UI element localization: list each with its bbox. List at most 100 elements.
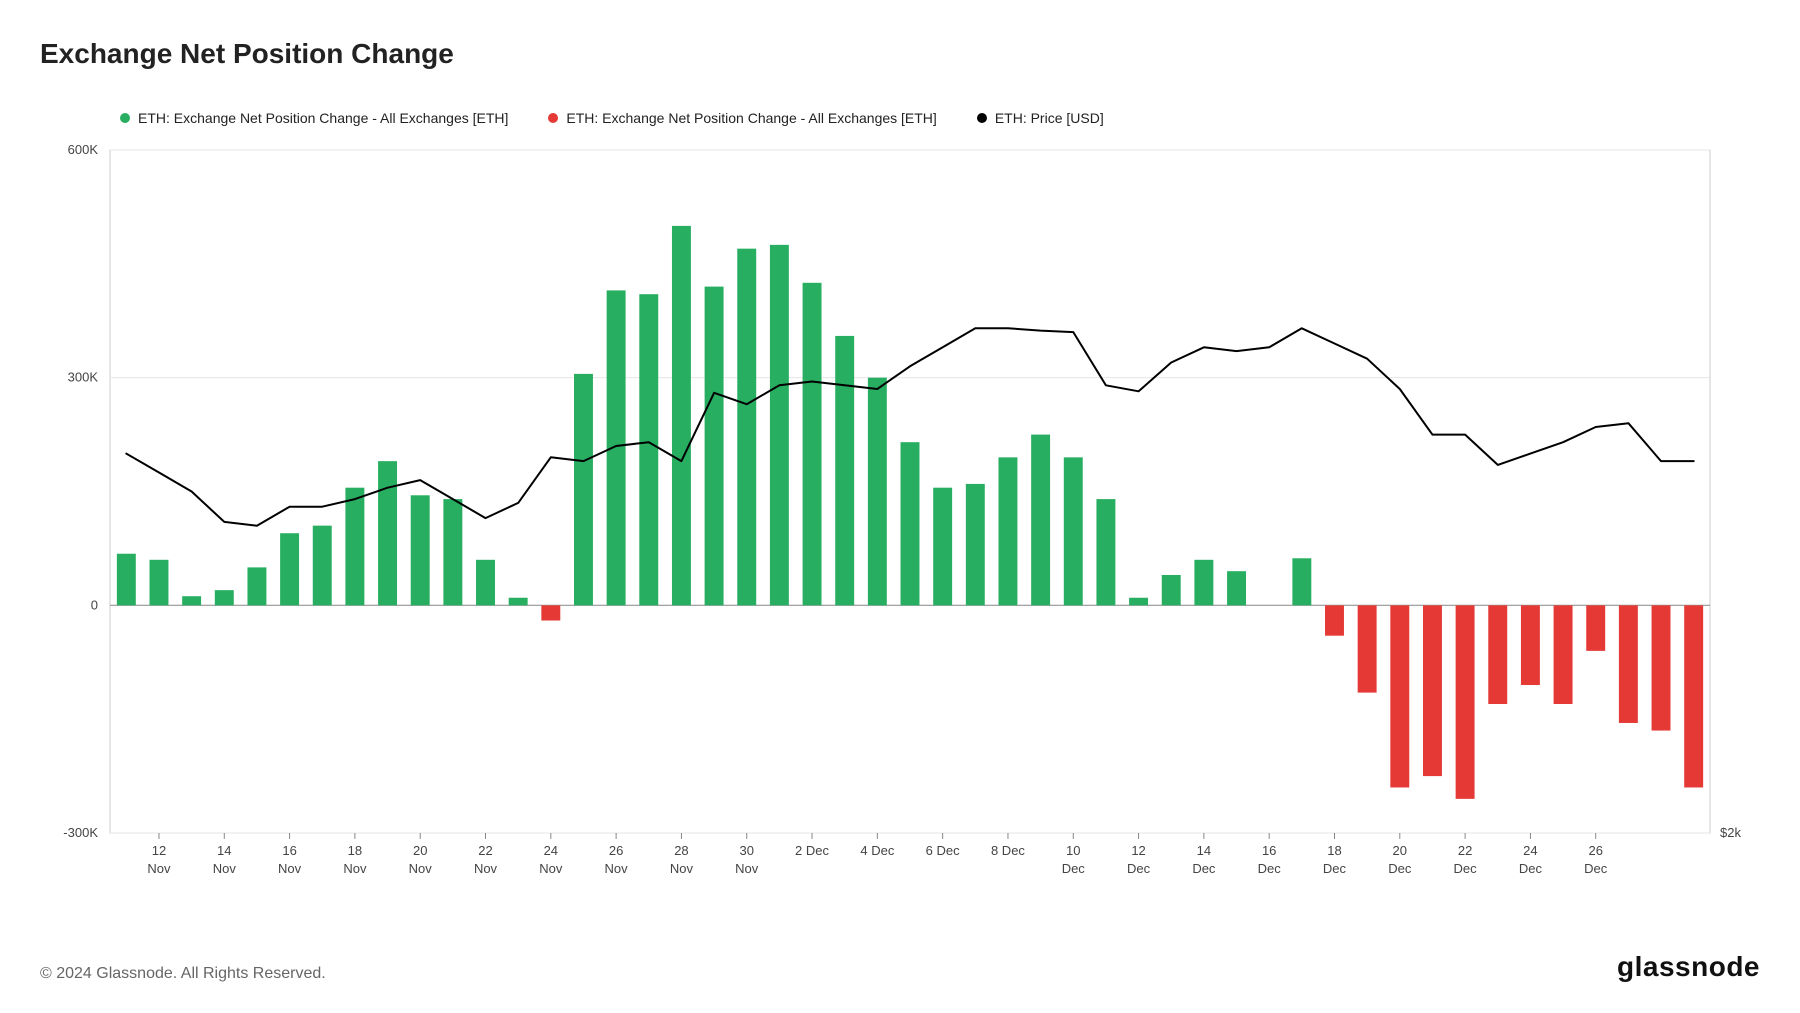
x-tick-label: 26 bbox=[1588, 843, 1602, 858]
x-tick-label: 16 bbox=[1262, 843, 1276, 858]
legend-label: ETH: Price [USD] bbox=[995, 110, 1104, 126]
x-tick-label: Dec bbox=[1454, 861, 1478, 876]
bar-positive bbox=[1064, 457, 1083, 605]
y2-tick-label: $2k bbox=[1720, 825, 1741, 840]
x-tick-label: 28 bbox=[674, 843, 688, 858]
y-tick-label: 600K bbox=[68, 142, 99, 157]
x-tick-label: 20 bbox=[413, 843, 427, 858]
x-tick-label: Nov bbox=[670, 861, 694, 876]
bar-positive bbox=[770, 245, 789, 605]
bar-positive bbox=[182, 596, 201, 605]
legend-label: ETH: Exchange Net Position Change - All … bbox=[566, 110, 936, 126]
x-tick-label: Dec bbox=[1127, 861, 1151, 876]
x-tick-label: 14 bbox=[1197, 843, 1211, 858]
bar-positive bbox=[607, 290, 626, 605]
bar-positive bbox=[1194, 560, 1213, 606]
bar-positive bbox=[998, 457, 1017, 605]
legend-marker bbox=[977, 113, 987, 123]
bar-negative bbox=[1652, 605, 1671, 730]
x-tick-label: Dec bbox=[1388, 861, 1412, 876]
bar-positive bbox=[1096, 499, 1115, 605]
bar-negative bbox=[1684, 605, 1703, 787]
copyright-text: © 2024 Glassnode. All Rights Reserved. bbox=[40, 965, 326, 983]
x-tick-label: 26 bbox=[609, 843, 623, 858]
bar-positive bbox=[966, 484, 985, 605]
bar-negative bbox=[1619, 605, 1638, 723]
bar-positive bbox=[901, 442, 920, 605]
bar-positive bbox=[1292, 558, 1311, 605]
bar-negative bbox=[1358, 605, 1377, 692]
bar-negative bbox=[1521, 605, 1540, 685]
bar-positive bbox=[345, 488, 364, 606]
x-tick-label: Nov bbox=[278, 861, 302, 876]
bar-positive bbox=[705, 287, 724, 606]
bar-positive bbox=[117, 554, 136, 606]
x-tick-label: Dec bbox=[1062, 861, 1086, 876]
bar-negative bbox=[1390, 605, 1409, 787]
y-tick-label: -300K bbox=[63, 825, 98, 840]
legend-item: ETH: Exchange Net Position Change - All … bbox=[548, 110, 936, 126]
y-tick-label: 300K bbox=[68, 370, 99, 385]
bar-positive bbox=[509, 598, 528, 606]
bar-positive bbox=[868, 378, 887, 606]
bar-positive bbox=[313, 526, 332, 606]
x-tick-label: Dec bbox=[1584, 861, 1608, 876]
legend-marker bbox=[548, 113, 558, 123]
legend-item: ETH: Price [USD] bbox=[977, 110, 1104, 126]
x-tick-label: 24 bbox=[1523, 843, 1537, 858]
bar-negative bbox=[1325, 605, 1344, 635]
bar-positive bbox=[443, 499, 462, 605]
bar-positive bbox=[476, 560, 495, 606]
x-tick-label: 22 bbox=[478, 843, 492, 858]
x-tick-label: 10 bbox=[1066, 843, 1080, 858]
legend-item: ETH: Exchange Net Position Change - All … bbox=[120, 110, 508, 126]
x-tick-label: 6 Dec bbox=[926, 843, 960, 858]
bar-positive bbox=[215, 590, 234, 605]
x-tick-label: Nov bbox=[343, 861, 367, 876]
bar-positive bbox=[1162, 575, 1181, 605]
chart-area: 600K 300K 0 -300K $2k 12 Nov 14 Nov 16 Nov 18 Nov 20 N… bbox=[40, 140, 1760, 893]
bar-positive bbox=[280, 533, 299, 605]
x-tick-label: 8 Dec bbox=[991, 843, 1025, 858]
bar-negative bbox=[1586, 605, 1605, 651]
legend-marker bbox=[120, 113, 130, 123]
bar-positive bbox=[1227, 571, 1246, 605]
bar-negative bbox=[1554, 605, 1573, 704]
bar-positive bbox=[803, 283, 822, 606]
bar-negative bbox=[1423, 605, 1442, 776]
bar-positive bbox=[933, 488, 952, 606]
x-tick-label: Nov bbox=[409, 861, 433, 876]
x-tick-label: Dec bbox=[1192, 861, 1216, 876]
bar-negative bbox=[1488, 605, 1507, 704]
footer: © 2024 Glassnode. All Rights Reserved. g… bbox=[40, 951, 1760, 983]
bar-positive bbox=[1129, 598, 1148, 606]
x-tick-label: Nov bbox=[213, 861, 237, 876]
x-tick-label: Nov bbox=[474, 861, 498, 876]
x-tick-label: Dec bbox=[1519, 861, 1543, 876]
bar-positive bbox=[835, 336, 854, 605]
bar-positive bbox=[737, 249, 756, 606]
bar-positive bbox=[574, 374, 593, 605]
x-tick-label: Nov bbox=[147, 861, 171, 876]
x-tick-label: 4 Dec bbox=[860, 843, 894, 858]
bar-negative bbox=[1456, 605, 1475, 799]
bar-positive bbox=[639, 294, 658, 605]
bar-positive bbox=[672, 226, 691, 605]
legend-label: ETH: Exchange Net Position Change - All … bbox=[138, 110, 508, 126]
x-tick-label: 20 bbox=[1393, 843, 1407, 858]
x-tick-label: 18 bbox=[1327, 843, 1341, 858]
x-tick-label: Nov bbox=[539, 861, 563, 876]
bar-positive bbox=[1031, 435, 1050, 606]
x-tick-label: 12 bbox=[1131, 843, 1145, 858]
x-tick-label: 2 Dec bbox=[795, 843, 829, 858]
x-tick-label: 16 bbox=[282, 843, 296, 858]
x-tick-label: Dec bbox=[1323, 861, 1347, 876]
bar-positive bbox=[411, 495, 430, 605]
x-tick-label: 18 bbox=[348, 843, 362, 858]
bar-positive bbox=[378, 461, 397, 605]
y-tick-label: 0 bbox=[91, 597, 98, 612]
bar-positive bbox=[247, 567, 266, 605]
bar-positive bbox=[150, 560, 169, 606]
brand-logo: glassnode bbox=[1617, 951, 1760, 983]
x-tick-label: Dec bbox=[1258, 861, 1282, 876]
